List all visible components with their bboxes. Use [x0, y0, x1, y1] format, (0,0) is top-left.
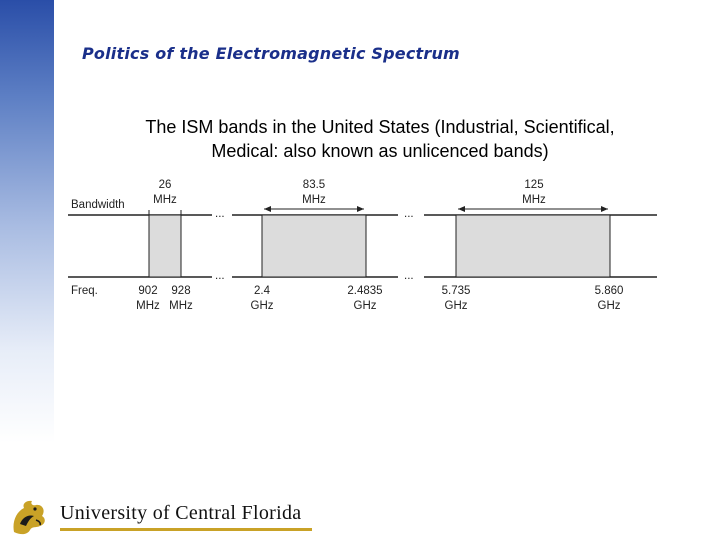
band-2-bandwidth-value: 83.5 [303, 179, 325, 191]
band-3-bandwidth-value: 125 [524, 179, 543, 191]
top-ellipsis-2: ... [404, 208, 414, 220]
subtitle-line-1: The ISM bands in the United States (Indu… [145, 117, 615, 137]
pegasus-icon [13, 500, 45, 535]
band-2-end-value: 2.4835 [347, 285, 382, 297]
band-5735-5860-mhz [455, 206, 611, 278]
band-1-start-value: 902 [138, 285, 157, 297]
slide-subtitle: The ISM bands in the United States (Indu… [60, 115, 700, 163]
subtitle-line-2: Medical: also known as unlicenced bands) [211, 141, 549, 161]
band-2-start-unit: GHz [251, 300, 274, 312]
band-1-bandwidth-unit: MHz [153, 194, 177, 206]
band-3-end-unit: GHz [598, 300, 621, 312]
bottom-ellipsis-2: ... [404, 270, 414, 282]
band-2-bandwidth-unit: MHz [302, 194, 326, 206]
band-3-start-value: 5.735 [442, 285, 471, 297]
slide-title: Politics of the Electromagnetic Spectrum [82, 44, 460, 63]
freq-row-label: Freq. [71, 285, 98, 297]
top-ellipsis-1: ... [215, 208, 225, 220]
band-1-end-value: 928 [171, 285, 190, 297]
band-1-bandwidth-value: 26 [159, 179, 172, 191]
band-2400-2483-mhz [261, 206, 367, 278]
bandwidth-row-label: Bandwidth [71, 199, 125, 211]
ucf-logo: University of Central Florida [6, 492, 316, 538]
band-1-start-unit: MHz [136, 300, 160, 312]
university-name: University of Central Florida [60, 502, 302, 524]
band-3-bandwidth-unit: MHz [522, 194, 546, 206]
band-902-928-mhz [148, 210, 182, 278]
band-2-end-unit: GHz [354, 300, 377, 312]
band-1-end-unit: MHz [169, 300, 193, 312]
band-3-start-unit: GHz [445, 300, 468, 312]
band-3-end-value: 5.860 [595, 285, 624, 297]
logo-underline [60, 528, 312, 531]
band-2-start-value: 2.4 [254, 285, 271, 297]
side-gradient-bar [0, 0, 54, 540]
bottom-ellipsis-1: ... [215, 270, 225, 282]
